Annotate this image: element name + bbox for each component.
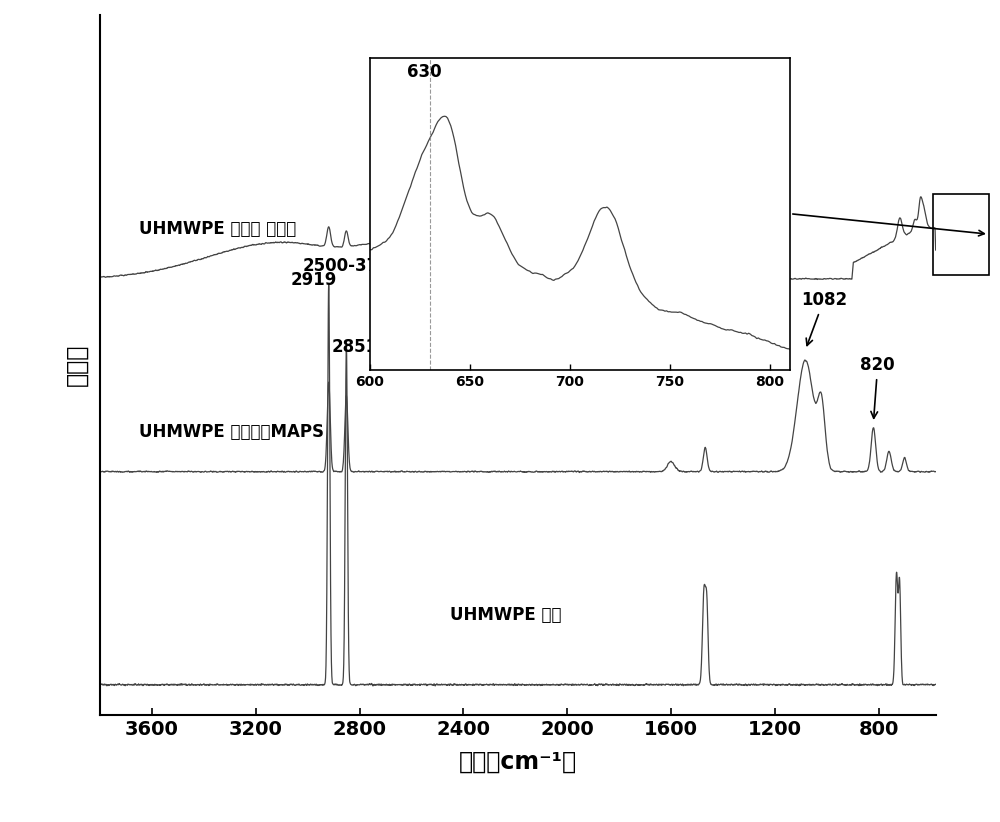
Text: 2851: 2851 bbox=[331, 338, 377, 356]
Y-axis label: 吸光度: 吸光度 bbox=[65, 344, 89, 386]
Text: UHMWPE 纤维: UHMWPE 纤维 bbox=[450, 606, 562, 624]
X-axis label: 波数（cm⁻¹）: 波数（cm⁻¹） bbox=[459, 750, 577, 774]
Text: 1082: 1082 bbox=[801, 291, 847, 345]
Text: 820: 820 bbox=[860, 356, 895, 418]
Text: 2919: 2919 bbox=[291, 271, 337, 289]
Text: 2500-3700: 2500-3700 bbox=[303, 256, 402, 275]
Text: UHMWPE 纤维接枝MAPS: UHMWPE 纤维接枝MAPS bbox=[139, 423, 324, 441]
Bar bbox=[933, 194, 989, 275]
Text: 630: 630 bbox=[407, 63, 441, 81]
Text: UHMWPE 纤维包 覆针层: UHMWPE 纤维包 覆针层 bbox=[139, 220, 296, 238]
